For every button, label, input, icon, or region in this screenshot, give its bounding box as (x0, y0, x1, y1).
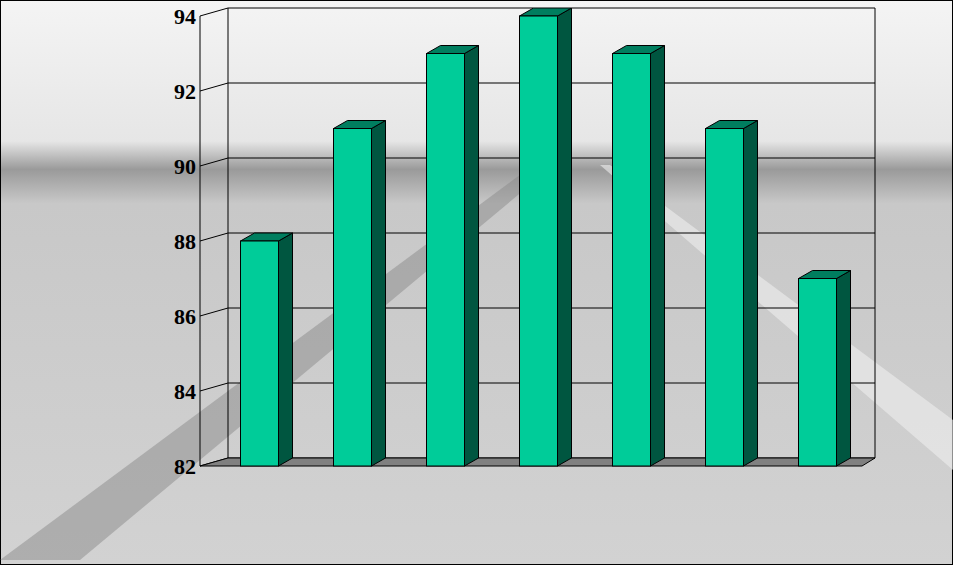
tick-mark (200, 233, 228, 241)
bar (520, 8, 572, 466)
axis-line (200, 16, 201, 466)
axis-line (228, 8, 229, 458)
tick-label: 82 (174, 454, 196, 479)
bar-top (334, 121, 386, 129)
bar-top (799, 271, 851, 279)
axis-line (875, 8, 876, 458)
tick-label: 94 (174, 4, 196, 29)
tick-label: 90 (174, 154, 196, 179)
bar (706, 121, 758, 467)
bar-front (334, 129, 372, 467)
tick-label: 88 (174, 229, 196, 254)
tick-mark (200, 158, 228, 166)
bar-top (241, 233, 293, 241)
bar-side (372, 121, 386, 467)
bar-front (241, 241, 279, 466)
bar (613, 46, 665, 467)
tick-label: 92 (174, 79, 196, 104)
bar (799, 271, 851, 467)
bars (241, 8, 851, 466)
tick-label: 86 (174, 304, 196, 329)
bar-side (651, 46, 665, 467)
tick-mark (200, 83, 228, 91)
chart: 82 84 86 88 90 92 94 (0, 0, 953, 565)
tick-mark (200, 383, 228, 391)
bar-side (837, 271, 851, 467)
bar (427, 46, 479, 467)
bar-side (744, 121, 758, 467)
bar-top (706, 121, 758, 129)
bar-front (613, 54, 651, 467)
bar-front (799, 279, 837, 467)
bar-top (613, 46, 665, 54)
bar-side (558, 8, 572, 466)
bar-front (706, 129, 744, 467)
bar-side (279, 233, 293, 466)
tick-mark (200, 308, 228, 316)
bar (334, 121, 386, 467)
bar-top (427, 46, 479, 54)
bar-side (465, 46, 479, 467)
background (0, 0, 953, 565)
tick-mark (200, 8, 228, 16)
bar-front (520, 16, 558, 466)
bar-front (427, 54, 465, 467)
tick-label: 84 (174, 379, 196, 404)
bar (241, 233, 293, 466)
bar-top (520, 8, 572, 16)
